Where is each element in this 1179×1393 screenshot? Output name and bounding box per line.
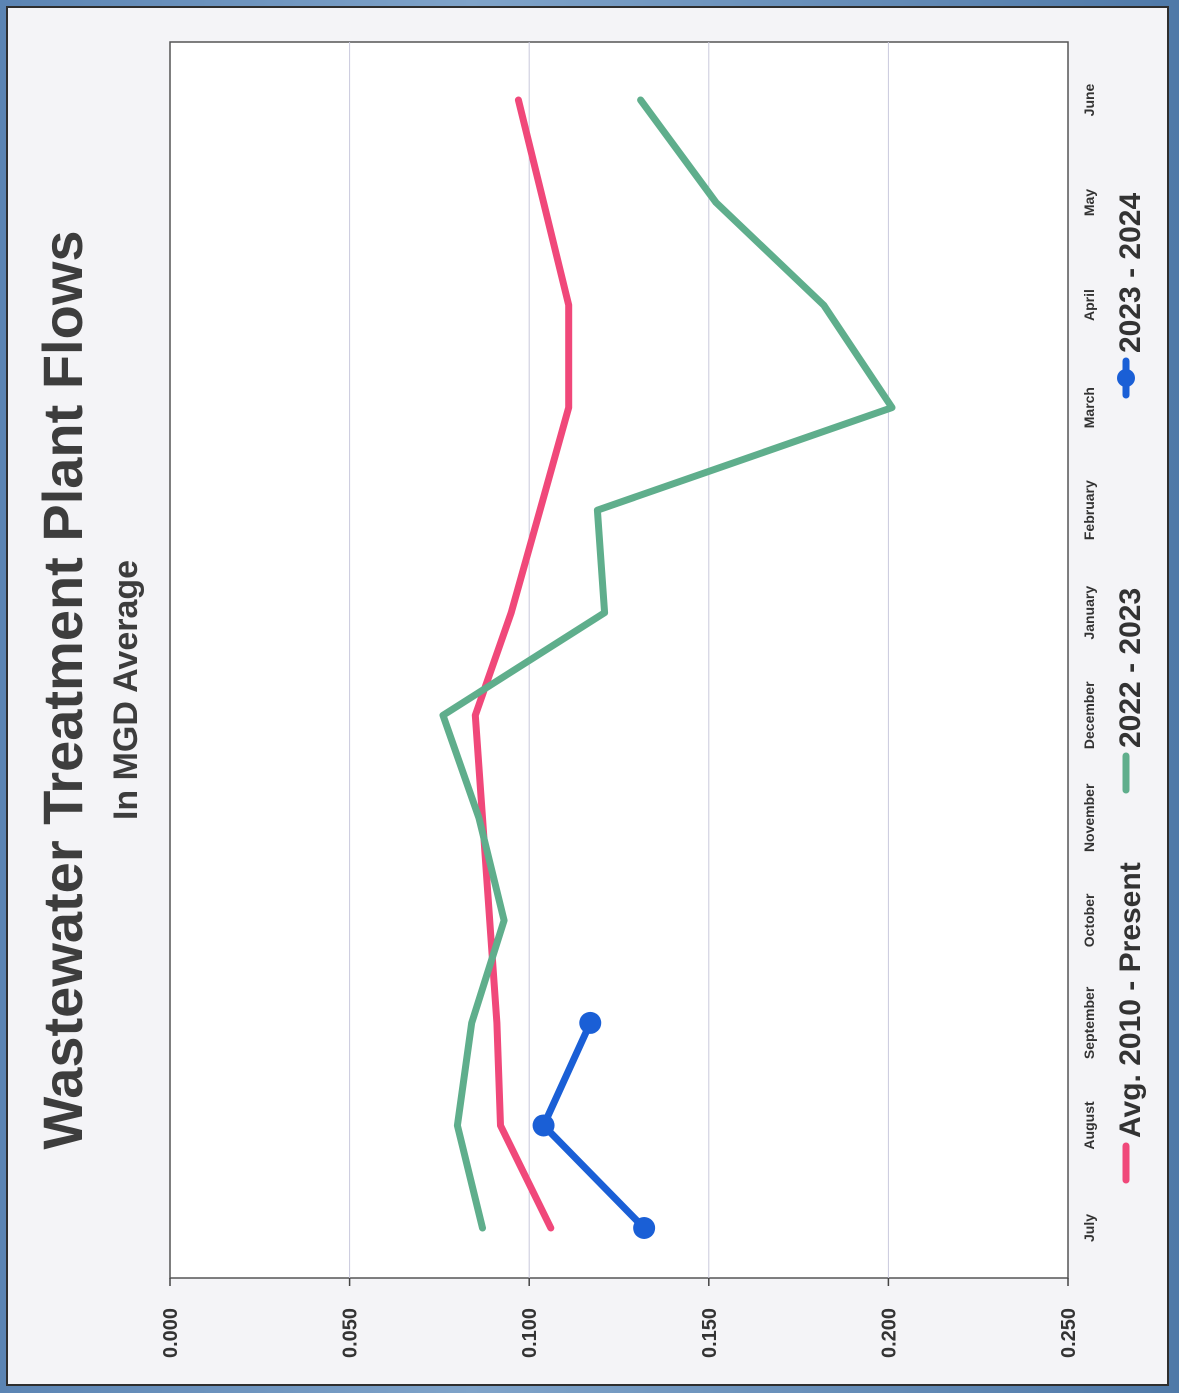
- series-line: [471, 96, 573, 1232]
- value-tick-label: 0.250: [1058, 1308, 1080, 1358]
- category-tick-label: November: [1081, 783, 1097, 852]
- data-point: [633, 1217, 656, 1239]
- category-tick-label: March: [1081, 387, 1097, 428]
- series-line: [439, 96, 896, 1232]
- data-point: [532, 1114, 555, 1137]
- legend-marker: [1117, 369, 1135, 387]
- category-tick-label: July: [1081, 1214, 1097, 1242]
- category-tick-label: August: [1081, 1101, 1097, 1150]
- category-tick-label: February: [1081, 480, 1097, 540]
- plot-layer: 0.000 0.050 0.100 0.150 0.200 0.250 July August…: [160, 41, 1147, 1358]
- chart-subtitle: In MGD Average: [107, 560, 145, 820]
- plot-area: [169, 41, 1069, 1279]
- value-tick-label: 0.050: [340, 1308, 362, 1358]
- value-tick-label: 0.000: [160, 1308, 182, 1358]
- legend-label: 2022 - 2023: [1114, 588, 1147, 748]
- category-tick-label: April: [1081, 289, 1097, 321]
- value-tick-label: 0.200: [878, 1308, 900, 1358]
- value-tick-label: 0.100: [519, 1308, 541, 1358]
- chart-title: Wastewater Treatment Plant Flows: [31, 230, 94, 1149]
- data-point: [579, 1011, 602, 1034]
- category-tick-label: December: [1081, 681, 1097, 749]
- category-tick-label: September: [1081, 986, 1097, 1059]
- legend-label: Avg. 2010 - Present: [1114, 862, 1147, 1138]
- category-tick-label: January: [1081, 586, 1097, 640]
- category-tick-label: October: [1081, 893, 1097, 947]
- category-tick-label: June: [1081, 83, 1097, 116]
- category-tick-label: May: [1081, 189, 1097, 216]
- value-tick-label: 0.150: [699, 1308, 721, 1358]
- legend-label: 2023 - 2024: [1114, 193, 1147, 353]
